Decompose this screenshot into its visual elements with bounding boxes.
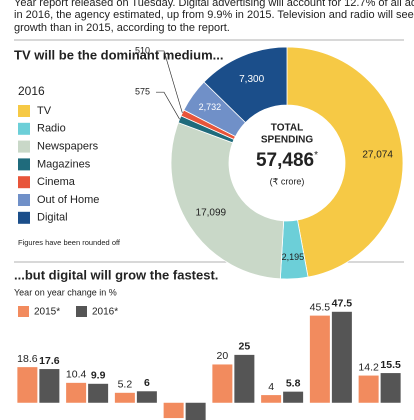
value-label: 5.8 (286, 377, 301, 389)
value-label: 6 (144, 377, 150, 389)
bar (358, 375, 379, 403)
legend-label: Magazines (37, 158, 91, 170)
center-value-note: * (314, 150, 318, 161)
center-title: TOTAL (271, 123, 303, 134)
slice-label: 7,300 (239, 74, 264, 85)
bar (114, 392, 135, 403)
leader-line (156, 91, 180, 120)
value-label: 20 (217, 350, 229, 362)
bar (185, 402, 206, 420)
legend-label: Cinema (37, 176, 76, 188)
bar (380, 373, 401, 403)
slice-label: 510 (135, 45, 150, 55)
slice-label: 575 (135, 87, 150, 97)
legend-swatch (18, 158, 30, 171)
slice-label: 27,074 (362, 149, 393, 160)
legend-label: Radio (37, 123, 66, 135)
legend-swatch (18, 105, 30, 117)
center-value-number: 57,486 (256, 150, 314, 171)
value-label: 14.2 (358, 361, 379, 373)
legend-label: Newspapers (37, 141, 99, 153)
value-label: 45.5 (310, 301, 331, 313)
value-label: 18.6 (17, 353, 38, 365)
footnote: Figures have been rounded off (18, 238, 121, 247)
bar (283, 391, 304, 403)
bar (261, 395, 282, 403)
bar (136, 391, 157, 403)
bar (234, 354, 255, 403)
bar (331, 311, 352, 403)
slice-label: 2,195 (282, 252, 305, 262)
legend-swatch (18, 211, 30, 224)
legend-swatch (18, 306, 29, 317)
donut-center (229, 105, 345, 221)
bar (163, 402, 184, 419)
bar (17, 367, 38, 403)
value-label: 5.2 (118, 379, 133, 391)
center-unit: (₹ crore) (270, 176, 305, 186)
value-label: 25 (239, 341, 251, 353)
value-label: 4 (268, 381, 274, 393)
slice-label: 2,732 (199, 102, 222, 112)
slice-label: 17,099 (196, 207, 227, 218)
bar (88, 383, 109, 403)
legend-label: TV (37, 105, 52, 117)
value-label: 15.5 (380, 359, 401, 371)
legend-label: 2016* (92, 307, 118, 318)
bar (39, 369, 60, 403)
value-label: 17.6 (39, 355, 60, 367)
bar (66, 382, 87, 403)
legend-label: Digital (37, 212, 68, 224)
center-value: 57,486* (256, 150, 318, 171)
chart-title: TV will be the dominant medium... (14, 47, 223, 62)
legend-swatch (18, 194, 30, 206)
value-label: 9.9 (91, 370, 106, 382)
intro-line: Year report released on Tuesday. Digital… (14, 0, 414, 9)
legend-title: 2016 (18, 84, 45, 98)
value-label: 10.4 (66, 369, 87, 381)
legend-label: 2015* (34, 307, 60, 318)
bar (309, 315, 330, 403)
chart-title: ...but digital will grow the fastest. (14, 267, 218, 282)
legend-swatch (18, 122, 30, 135)
legend-swatch (18, 176, 30, 189)
chart-subtitle: Year on year change in % (14, 287, 117, 297)
center-title: SPENDING (261, 135, 313, 146)
legend-swatch (76, 306, 87, 317)
bar (212, 364, 233, 403)
legend-swatch (18, 140, 30, 153)
value-label: 47.5 (332, 298, 353, 310)
legend-label: Out of Home (37, 194, 99, 206)
intro-line: in 2016, the agency estimated, up from 9… (14, 9, 414, 21)
intro-line: growth than in 2015, according to the re… (14, 22, 230, 34)
leader-line (156, 50, 183, 114)
